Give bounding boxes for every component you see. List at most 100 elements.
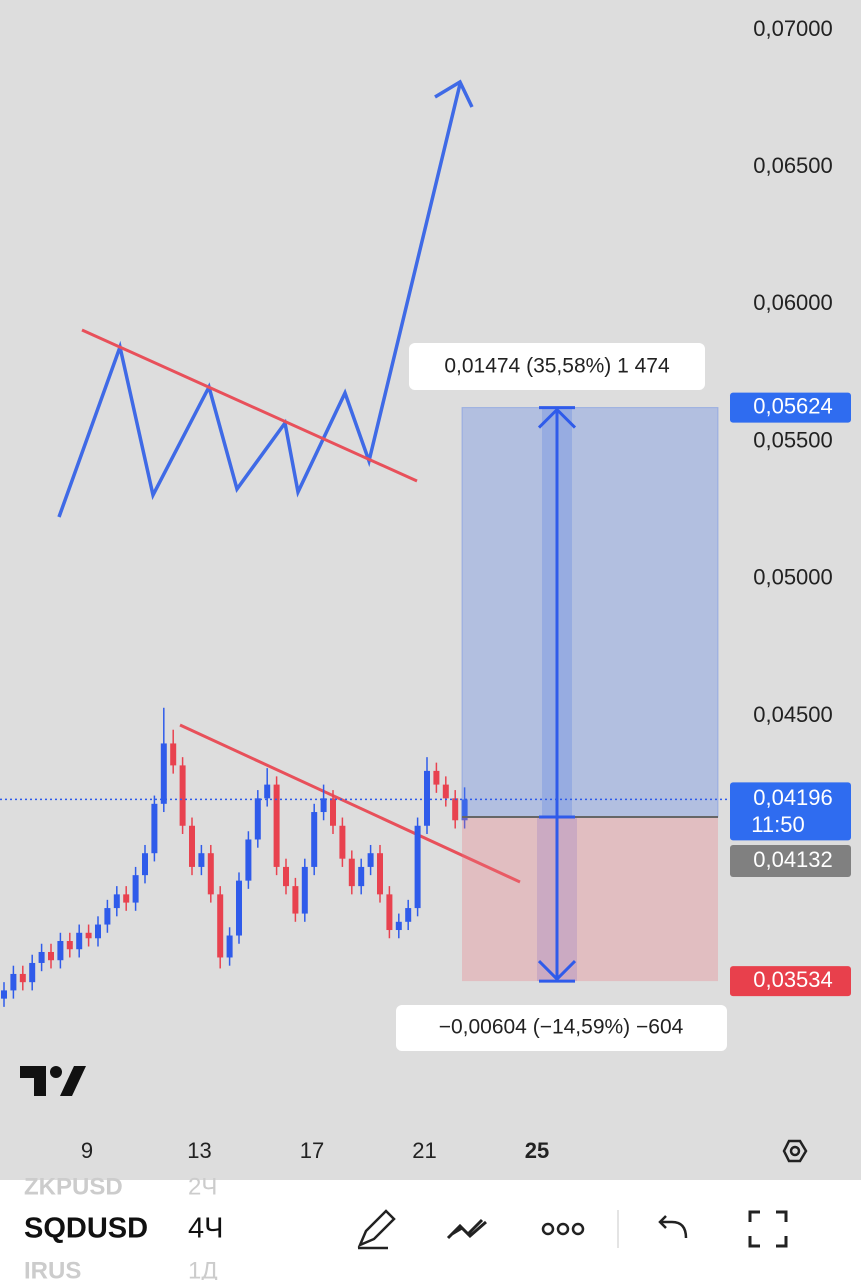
candle-body [29, 962, 36, 983]
draw-icon[interactable] [357, 1209, 396, 1250]
interval-next[interactable]: 1Д [188, 1257, 218, 1280]
pattern-trendline [81, 328, 418, 483]
candle-body [264, 784, 271, 799]
symbol[interactable]: SQDUSD [24, 1213, 148, 1245]
candle-body [348, 858, 355, 887]
candle-body [189, 825, 195, 867]
settings-icon-center [789, 1145, 801, 1157]
indicators-icon[interactable] [446, 1218, 487, 1240]
candle-body [414, 825, 421, 909]
candle-body [386, 894, 393, 931]
candle-body [236, 880, 242, 936]
profit-zone [461, 407, 719, 818]
candle-body [358, 866, 365, 887]
undo-icon[interactable] [658, 1215, 688, 1239]
plot: 0,07000 0,06500 0,06000 0,05500 0,05000 0,045… [0, 16, 851, 1163]
time-tick-label: 21 [412, 1138, 436, 1163]
candle-body [132, 875, 139, 903]
loss-label: −0,00604 (−14,59%) −604 [439, 1016, 684, 1039]
candle-body [113, 894, 120, 909]
candle-body [179, 765, 186, 826]
candle-body [254, 798, 261, 840]
candle-body [442, 784, 449, 799]
time-tick-label: 9 [81, 1138, 93, 1163]
stop-price-label: 0,03534 [753, 967, 833, 992]
candle-body [104, 908, 111, 925]
price-badge [730, 392, 851, 423]
toolbar [0, 1180, 861, 1280]
candle-body [207, 853, 214, 895]
price-badge [730, 966, 851, 997]
candle-body [424, 770, 430, 826]
candle-body [461, 799, 468, 821]
candle-body [1, 990, 7, 999]
price-tick-label: 0,05500 [753, 427, 833, 452]
candle-body [48, 951, 54, 961]
candle-body [339, 825, 346, 859]
pattern-arrowhead [434, 79, 474, 108]
candle-body [433, 770, 440, 785]
price-tick-label: 0,06500 [753, 153, 833, 178]
interval[interactable]: 4Ч [188, 1213, 223, 1245]
candle-body [330, 798, 336, 826]
candle-body [66, 941, 73, 950]
arrow-head-top [537, 407, 577, 429]
candle-body [226, 935, 233, 958]
target-price-label: 0,05624 [753, 393, 833, 418]
price-tick-label: 0,07000 [753, 16, 833, 41]
candle-body [311, 812, 318, 867]
symbol-fade [150, 1180, 170, 1280]
candle-body [95, 924, 101, 939]
candle-body [217, 894, 224, 958]
symbol-next[interactable]: IRUS [24, 1257, 81, 1280]
time-tick-label: 17 [300, 1138, 324, 1163]
tradingview-logo [20, 1066, 86, 1096]
entry-price-label: 0,04132 [753, 847, 833, 872]
candle-body [452, 798, 459, 821]
candle-body [405, 908, 412, 922]
price-tick-label: 0,04500 [753, 702, 833, 727]
profit-label-box [409, 343, 705, 390]
profit-label: 0,01474 (35,58%) 1 474 [444, 355, 670, 378]
candle-body [377, 853, 383, 895]
price-badge [730, 782, 851, 841]
candle-body [245, 839, 252, 881]
candle-body [76, 932, 83, 950]
time-tick-label: 25 [525, 1138, 549, 1163]
candle-body [170, 743, 177, 766]
candle-body [151, 803, 158, 854]
current-price-label: 0,04196 [753, 785, 833, 810]
candle-body [283, 866, 289, 887]
price-badge [730, 844, 851, 877]
price-tick-label: 0,06000 [753, 290, 833, 315]
candle-body [142, 853, 148, 876]
candle-body [395, 921, 402, 931]
candle-body [367, 853, 374, 867]
time-tick-label: 13 [187, 1138, 211, 1163]
candle-body [292, 886, 299, 914]
candle-body [198, 853, 205, 867]
candle-body [301, 866, 308, 914]
candle-body [123, 894, 130, 903]
candle-body [57, 941, 64, 961]
settings-icon[interactable] [782, 1139, 808, 1163]
arrow-head-bottom [537, 960, 577, 982]
price-tick-label: 0,05000 [753, 565, 833, 590]
candle-body [10, 973, 17, 991]
candle-body [320, 798, 327, 813]
candle-body [160, 743, 167, 804]
candle-body [38, 951, 45, 963]
candle-body [19, 973, 26, 983]
loss-zone [462, 816, 718, 982]
candle-body [85, 932, 92, 939]
candle-body [273, 784, 280, 867]
price-trendline [179, 723, 521, 884]
symbol-prev[interactable]: ZKPUSD [24, 1173, 123, 1200]
fullscreen-icon[interactable] [748, 1210, 788, 1248]
interval-prev[interactable]: 2Ч [188, 1173, 217, 1200]
more-icon[interactable] [541, 1222, 585, 1236]
pattern-drawing [57, 83, 462, 518]
countdown: 11:50 [751, 812, 804, 837]
